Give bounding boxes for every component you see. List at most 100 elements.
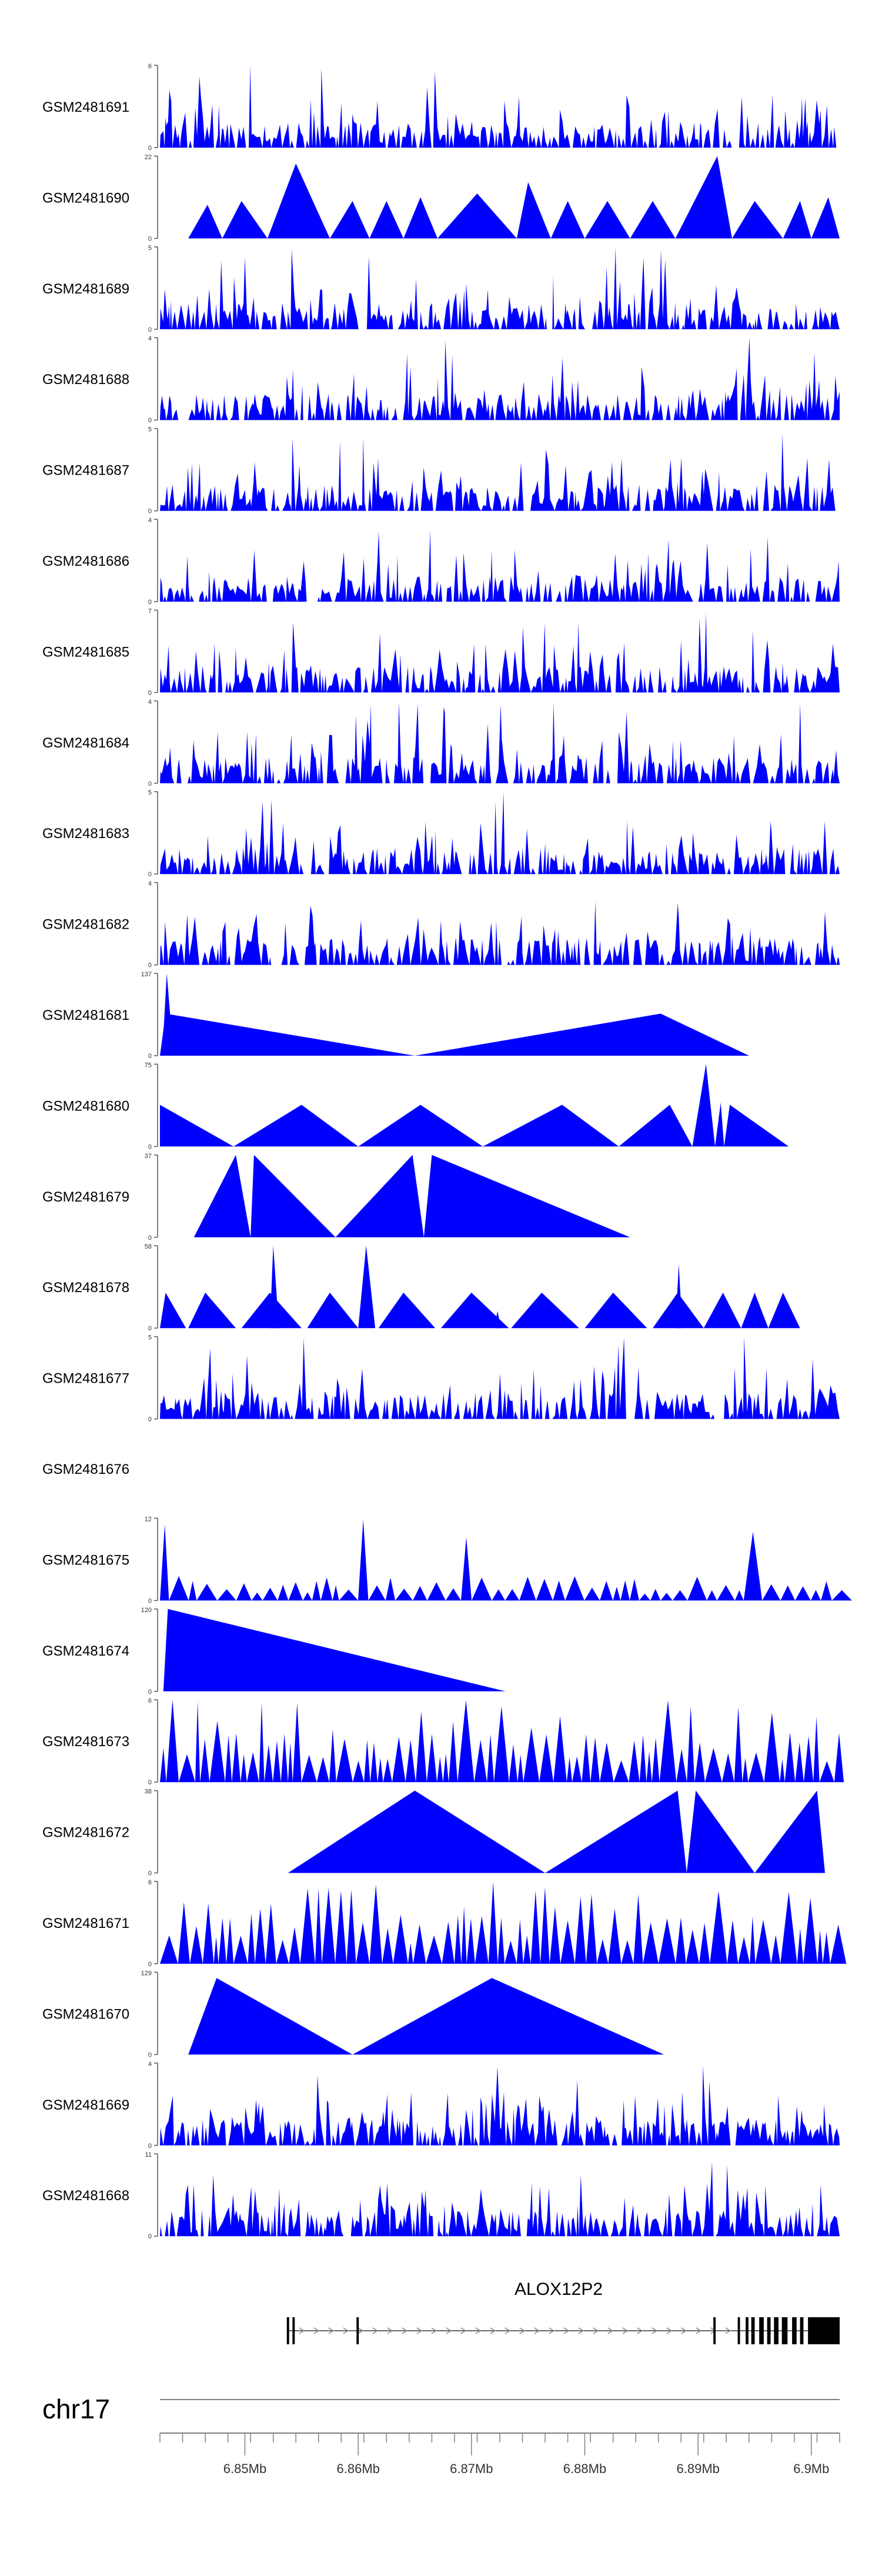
y-min-tick-label: 0 — [148, 1689, 152, 1696]
exon — [781, 2317, 788, 2344]
y-max-tick-label: 7 — [148, 608, 152, 615]
axis-ticks: 6.85Mb 6.86Mb 6.87Mb 6.88Mb 6.89Mb 6.9Mb — [159, 2433, 840, 2476]
signal-area — [160, 1700, 844, 1783]
y-max-tick-label: 6 — [148, 1697, 152, 1704]
exon — [737, 2317, 740, 2344]
y-max-tick-label: 4 — [148, 2061, 152, 2068]
signal-peak — [403, 197, 437, 239]
y-max-tick-label: 4 — [148, 880, 152, 887]
track-label: GSM2481689 — [42, 281, 129, 297]
track-label: GSM2481691 — [42, 99, 129, 115]
signal-area — [160, 338, 840, 421]
strand-arrow — [490, 2327, 496, 2334]
x-tick-label: 6.88Mb — [563, 2461, 606, 2476]
y-axis: 50 — [148, 789, 158, 878]
exon — [800, 2317, 804, 2344]
track-label: GSM2481680 — [42, 1098, 129, 1114]
y-axis: 75 0 — [145, 1062, 158, 1150]
track-label: GSM2481671 — [42, 1916, 129, 1931]
track-GSM2481674: GSM2481674 120 0 — [42, 1607, 506, 1696]
exon — [759, 2317, 764, 2344]
track-GSM2481678: GSM2481678 58 0 — [42, 1243, 800, 1332]
y-max-tick-label: 5 — [148, 426, 152, 433]
y-max-tick-label: 22 — [145, 154, 152, 161]
signal-area — [160, 530, 840, 602]
signal-area — [160, 65, 840, 148]
signal-area — [160, 434, 840, 511]
y-max-tick-label: 129 — [141, 1970, 152, 1977]
signal-area — [160, 792, 840, 875]
signal-peak — [686, 1790, 755, 1873]
strand-arrow — [681, 2327, 687, 2334]
strand-arrow — [402, 2327, 408, 2334]
track-GSM2481675: GSM2481675 12 0 — [42, 1516, 852, 1604]
track-label: GSM2481687 — [42, 463, 129, 479]
y-axis: 40 — [148, 517, 158, 606]
y-max-tick-label: 4 — [148, 517, 152, 524]
signal-peak — [288, 1790, 546, 1873]
y-axis: 40 — [148, 699, 158, 788]
y-max-tick-label: 75 — [145, 1062, 152, 1069]
signal-peak — [741, 1292, 769, 1329]
strand-arrow — [593, 2327, 599, 2334]
track-GSM2481685: GSM2481685 70 — [42, 608, 840, 696]
y-min-tick-label: 0 — [148, 145, 152, 152]
track-label: GSM2481685 — [42, 644, 129, 660]
y-max-tick-label: 120 — [141, 1607, 152, 1614]
track-label: GSM2481674 — [42, 1643, 129, 1659]
signal-peak — [269, 1246, 279, 1329]
signal-profile — [160, 612, 840, 693]
strand-arrow — [328, 2327, 335, 2334]
y-max-tick-label: 12 — [145, 1516, 152, 1523]
track-label: GSM2481684 — [42, 735, 129, 751]
strand-arrow — [549, 2327, 555, 2334]
signal-peak — [160, 1292, 186, 1329]
track-GSM2481676: GSM2481676 — [42, 1461, 129, 1477]
strand-arrow — [725, 2327, 731, 2334]
signal-peak — [378, 1292, 436, 1329]
signal-profile — [160, 65, 840, 148]
signal-profile — [160, 792, 840, 875]
exon — [774, 2317, 779, 2344]
strand-arrow — [372, 2327, 379, 2334]
signal-peak — [724, 1105, 789, 1147]
strand-arrow — [343, 2327, 349, 2334]
signal-peak — [811, 197, 840, 239]
y-axis: 70 — [148, 608, 158, 696]
strand-arrow — [696, 2327, 702, 2334]
strand-arrow — [460, 2327, 467, 2334]
y-min-tick-label: 0 — [148, 962, 152, 969]
signal-profile — [160, 1519, 852, 1601]
y-axis: 58 0 — [145, 1243, 158, 1332]
track-label: GSM2481668 — [42, 2188, 129, 2204]
signal-area — [160, 1246, 800, 1329]
signal-area — [188, 156, 840, 239]
y-max-tick-label: 6 — [148, 63, 152, 70]
signal-area — [160, 247, 840, 329]
y-axis: 22 0 — [145, 154, 158, 242]
gene-annotation-track: ALOX12P2 — [286, 2280, 840, 2344]
signal-peak — [352, 1978, 664, 2055]
signal-peak — [160, 1013, 415, 1056]
x-tick-label: 6.86Mb — [337, 2461, 380, 2476]
y-axis: 11 0 — [145, 2151, 158, 2240]
y-axis: 40 — [148, 880, 158, 969]
signal-peak — [703, 1292, 741, 1329]
signal-peak — [193, 1154, 251, 1237]
y-min-tick-label: 0 — [148, 871, 152, 878]
y-axis: 40 — [148, 2061, 158, 2150]
signal-peak — [437, 193, 517, 239]
gene-model — [286, 2317, 840, 2344]
y-min-tick-label: 0 — [148, 508, 152, 515]
track-label: GSM2481678 — [42, 1280, 129, 1296]
exon — [286, 2317, 289, 2344]
y-max-tick-label: 4 — [148, 335, 152, 342]
strand-arrow — [637, 2327, 643, 2334]
y-min-tick-label: 0 — [148, 1143, 152, 1150]
signal-peak — [675, 1264, 683, 1329]
chromosome-label: chr17 — [42, 2394, 110, 2424]
y-min-tick-label: 0 — [148, 599, 152, 606]
